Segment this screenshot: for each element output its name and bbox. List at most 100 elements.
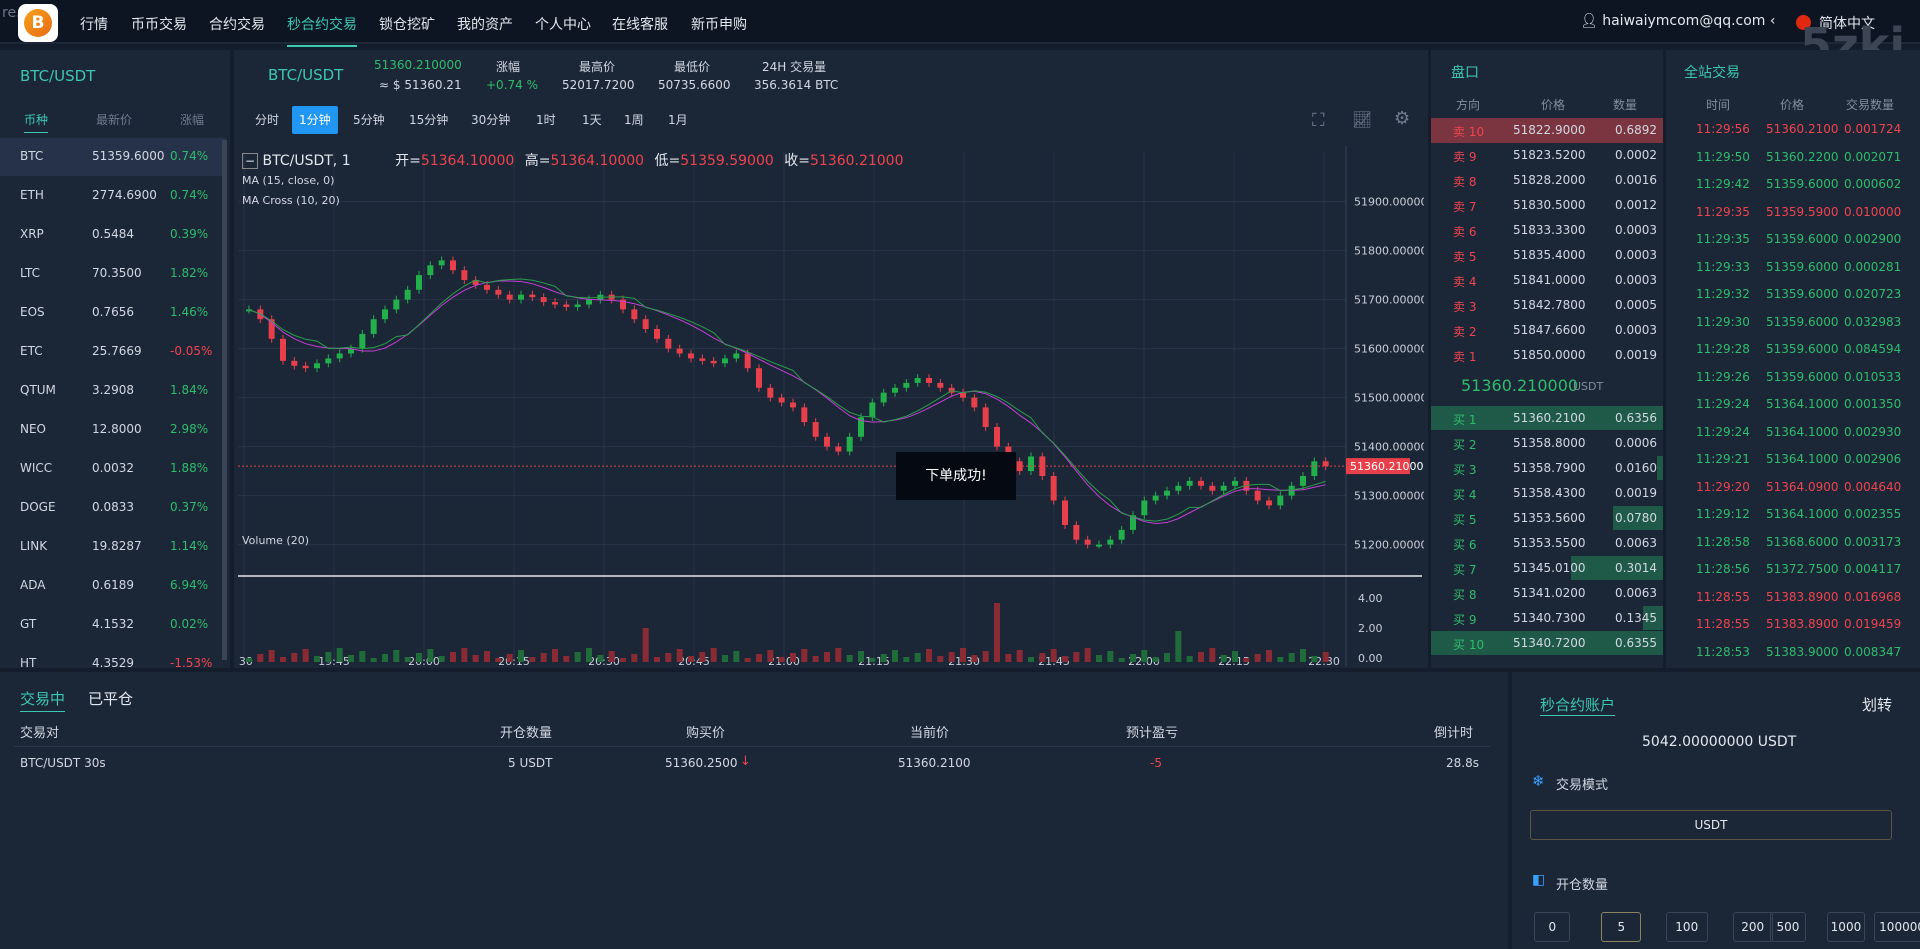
nav-item-4[interactable]: 锁仓挖矿 (379, 17, 435, 33)
nav-item-8[interactable]: 新币申购 (691, 17, 747, 33)
market-row[interactable]: HT 4.3529 -1.53% (0, 645, 226, 683)
china-flag-icon (1796, 15, 1811, 30)
bid-row[interactable]: 买 3 51358.7900 0.0160 (1431, 456, 1663, 481)
ask-row[interactable]: 卖 1 51850.0000 0.0019 (1431, 343, 1663, 368)
nav-item-0[interactable]: 行情 (80, 17, 108, 33)
trade-time: 11:29:12 (1696, 507, 1750, 521)
fullscreen-icon[interactable]: ⛶ (1312, 110, 1325, 131)
market-change: 2.98% (170, 422, 209, 436)
market-row[interactable]: NEO 12.8000 2.98% (0, 411, 226, 449)
bid-row[interactable]: 买 5 51353.5600 0.0780 (1431, 506, 1663, 531)
timeframe-8[interactable]: 1月 (668, 113, 688, 127)
market-row[interactable]: DOGE 0.0833 0.37% (0, 489, 226, 527)
price-chart[interactable]: :3019:4520:0020:1520:3020:4521:0021:1521… (238, 146, 1424, 666)
indicator-volume[interactable]: Volume (20) (242, 534, 309, 547)
market-row[interactable]: WICC 0.0032 1.88% (0, 450, 226, 488)
amount-button-1000[interactable]: 1000 (1826, 912, 1865, 942)
timeframe-4[interactable]: 30分钟 (471, 113, 511, 127)
market-row[interactable]: EOS 0.7656 1.46% (0, 294, 226, 332)
trade-qty: 0.002900 (1844, 232, 1902, 246)
timeframe-0[interactable]: 分时 (255, 113, 280, 127)
indicator-icon[interactable]: 📈︎ (1352, 110, 1373, 129)
market-row[interactable]: BTC 51359.6000 0.74% (0, 138, 226, 176)
ask-row[interactable]: 卖 4 51841.0000 0.0003 (1431, 268, 1663, 293)
collapse-icon[interactable]: − (242, 153, 259, 169)
timeframe-2[interactable]: 5分钟 (353, 113, 385, 127)
language-select[interactable]: 简体中文 (1796, 13, 1875, 33)
nav-item-6[interactable]: 个人中心 (535, 17, 591, 33)
amount-button-5[interactable]: 5 (1601, 912, 1642, 942)
col-last-price[interactable]: 最新价 (96, 113, 133, 127)
timeframe-1[interactable]: 1分钟 (292, 106, 338, 134)
trade-time: 11:28:53 (1696, 644, 1750, 659)
bid-row[interactable]: 买 8 51341.0200 0.0063 (1431, 581, 1663, 606)
ask-row[interactable]: 卖 10 51822.9000 0.6892 (1431, 118, 1663, 143)
col-coin[interactable]: 币种 (24, 111, 49, 133)
candle (642, 319, 649, 329)
bid-side: 买 5 (1453, 513, 1477, 527)
market-row[interactable]: ADA 0.6189 6.94% (0, 567, 226, 605)
ask-row[interactable]: 卖 2 51847.6600 0.0003 (1431, 318, 1663, 343)
amount-button-100[interactable]: 100 (1665, 912, 1708, 942)
user-menu[interactable]: 👤︎ haiwaiymcom@qq.com ‹ (1580, 13, 1776, 29)
bid-row[interactable]: 买 6 51353.5500 0.0063 (1431, 531, 1663, 556)
bid-qty: 0.0063 (1615, 536, 1657, 550)
ask-row[interactable]: 卖 3 51842.7800 0.0005 (1431, 293, 1663, 318)
bid-row[interactable]: 买 2 51358.8000 0.0006 (1431, 431, 1663, 456)
market-row[interactable]: GT 4.1532 0.02% (0, 606, 226, 644)
amount-button-200[interactable]: 200 (1732, 912, 1773, 942)
market-row[interactable]: LTC 70.3500 1.82% (0, 255, 226, 293)
trade-time: 11:29:26 (1696, 369, 1750, 384)
ask-row[interactable]: 卖 7 51830.5000 0.0012 (1431, 193, 1663, 218)
user-icon: 👤︎ (1580, 13, 1603, 29)
tab-closed[interactable]: 已平仓 (88, 690, 134, 708)
y-tick-label: 51800.000000 (1354, 245, 1424, 258)
market-row[interactable]: ETH 2774.6900 0.74% (0, 177, 226, 215)
trades-col-price: 价格 (1780, 98, 1805, 112)
bid-row[interactable]: 买 4 51358.4300 0.0019 (1431, 481, 1663, 506)
nav-item-1[interactable]: 币币交易 (131, 17, 187, 33)
mode-select-usdt[interactable]: USDT (1530, 810, 1892, 840)
volume-bar (1266, 650, 1272, 662)
indicator-ma-cross[interactable]: MA Cross (10, 20) (242, 194, 340, 207)
ask-row[interactable]: 卖 9 51823.5200 0.0002 (1431, 143, 1663, 168)
nav-item-7[interactable]: 在线客服 (612, 17, 668, 33)
timeframe-6[interactable]: 1天 (582, 113, 602, 127)
site-logo[interactable]: B (18, 4, 58, 42)
nav-item-2[interactable]: 合约交易 (209, 17, 265, 33)
volume-tick-label: 0.00 (1358, 652, 1383, 665)
volume-bar (450, 652, 456, 662)
timeframe-5[interactable]: 1时 (536, 113, 556, 127)
trades-title: 全站交易 (1684, 65, 1740, 81)
bid-row[interactable]: 买 10 51340.7200 0.6355 (1431, 631, 1663, 656)
volume-bar (280, 657, 286, 662)
nav-item-5[interactable]: 我的资产 (457, 17, 513, 33)
market-row[interactable]: XRP 0.5484 0.39% (0, 216, 226, 254)
amount-button-0[interactable]: 0 (1534, 912, 1571, 942)
market-price: 4.1532 (92, 617, 134, 631)
amount-button-100000[interactable]: 100000 (1874, 912, 1920, 942)
ask-row[interactable]: 卖 5 51835.4000 0.0003 (1431, 243, 1663, 268)
ask-row[interactable]: 卖 6 51833.3300 0.0003 (1431, 218, 1663, 243)
col-change[interactable]: 涨幅 (180, 113, 205, 127)
bid-row[interactable]: 买 9 51340.7300 0.1345 (1431, 606, 1663, 631)
candle (688, 353, 694, 359)
volume-bar (1232, 651, 1238, 662)
market-row[interactable]: ETC 25.7669 -0.05% (0, 333, 226, 371)
timeframe-7[interactable]: 1周 (624, 113, 644, 127)
market-row[interactable]: LINK 19.8287 1.14% (0, 528, 226, 566)
ask-row[interactable]: 卖 8 51828.2000 0.0016 (1431, 168, 1663, 193)
settings-gear-icon[interactable]: ⚙ (1394, 108, 1411, 129)
bid-side: 买 1 (1453, 413, 1477, 427)
indicator-ma[interactable]: MA (15, close, 0) (242, 174, 335, 187)
nav-item-3[interactable]: 秒合约交易 (287, 14, 357, 47)
transfer-button[interactable]: 划转 (1862, 696, 1893, 714)
bid-row[interactable]: 买 1 51360.2100 0.6356 (1431, 406, 1663, 431)
tab-trading[interactable]: 交易中 (20, 688, 66, 712)
timeframe-3[interactable]: 15分钟 (409, 113, 449, 127)
bid-row[interactable]: 买 7 51345.0100 0.3014 (1431, 556, 1663, 581)
language-label: 简体中文 (1819, 16, 1875, 32)
amount-button-500[interactable]: 500 (1769, 912, 1806, 942)
market-row[interactable]: QTUM 3.2908 1.84% (0, 372, 226, 410)
market-scrollbar[interactable] (222, 140, 227, 660)
